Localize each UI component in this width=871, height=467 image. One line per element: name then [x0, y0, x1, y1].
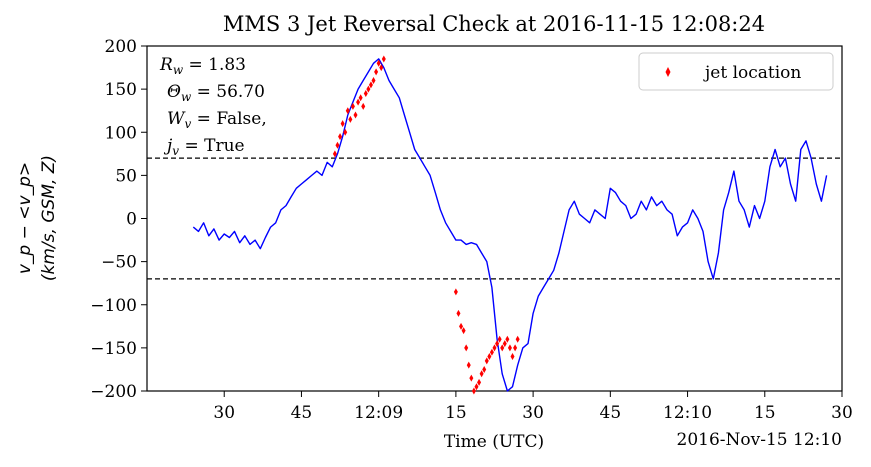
jet-marker	[371, 77, 376, 84]
jet-marker	[505, 335, 510, 343]
legend: jet location	[638, 52, 834, 91]
chart-title: MMS 3 Jet Reversal Check at 2016-11-15 1…	[223, 12, 765, 36]
x-tick-label: 30	[213, 403, 235, 423]
jet-marker	[381, 55, 386, 63]
jet-marker	[502, 340, 507, 348]
jet-marker	[484, 357, 489, 365]
jet-marker	[345, 107, 350, 115]
x-tick-label: 30	[831, 403, 853, 423]
annotation-theta: Θw = 56.70	[167, 82, 265, 104]
jet-marker	[482, 365, 487, 373]
y-tick-label: 200	[105, 37, 137, 57]
y-tick-label: 50	[115, 166, 137, 186]
y-tick-label: 100	[105, 123, 137, 143]
jet-marker	[489, 348, 494, 356]
y-tick-label: −100	[90, 296, 137, 316]
jet-location-markers	[332, 55, 520, 395]
legend-jet-marker	[665, 67, 671, 77]
annotation-rw: Rw = 1.83	[159, 55, 246, 77]
y-axis-label: v_p − <v_p> (km/s, GSM, Z)	[15, 155, 59, 281]
jet-marker	[477, 378, 482, 386]
jet-marker	[497, 335, 502, 343]
jet-marker	[366, 85, 371, 93]
jet-marker	[500, 344, 505, 352]
x-axis: 30 45 12:09 15 30 45 12:10 15 30	[213, 391, 853, 423]
jet-marker	[513, 344, 518, 352]
x-tick-label: 15	[445, 403, 467, 423]
legend-box	[638, 52, 834, 91]
jet-marker	[456, 309, 461, 317]
jet-marker	[471, 387, 476, 395]
x-tick-label: 12:09	[354, 403, 403, 423]
threshold-lines	[147, 157, 842, 280]
jet-marker	[464, 344, 469, 352]
jet-marker	[507, 344, 512, 352]
jet-marker	[335, 141, 340, 149]
jet-marker	[515, 335, 520, 343]
legend-label: jet location	[703, 63, 801, 83]
jet-marker	[376, 59, 381, 67]
jet-marker	[461, 327, 466, 335]
jet-marker	[379, 64, 384, 72]
jet-marker	[487, 353, 492, 360]
y-tick-label: −50	[101, 253, 137, 273]
annotation-jv: jv = True	[163, 136, 245, 158]
jet-marker	[361, 102, 366, 110]
jet-marker	[466, 361, 471, 369]
jet-marker	[348, 115, 353, 123]
y-axis-label-line2: (km/s, GSM, Z)	[39, 155, 59, 281]
jet-marker	[495, 340, 500, 348]
y-tick-label: 150	[105, 80, 137, 100]
jet-marker	[453, 288, 458, 296]
jet-marker	[338, 133, 343, 141]
jet-marker	[363, 89, 368, 97]
stats-annotation: Rw = 1.83 Θw = 56.70 Wv = False, jv = Tr…	[159, 55, 267, 158]
x-axis-offset-label: 2016-Nov-15 12:10	[677, 430, 843, 450]
y-axis-label-line1: v_p − <v_p>	[15, 162, 35, 274]
jet-marker	[492, 344, 497, 352]
series-line	[192, 58, 828, 392]
jet-marker	[332, 150, 337, 158]
x-tick-label: 15	[754, 403, 776, 423]
jet-marker	[469, 374, 474, 382]
x-tick-label: 45	[600, 403, 622, 423]
jet-marker	[340, 120, 345, 128]
jet-marker	[374, 68, 379, 76]
y-axis: −200 −150 −100 −50 0 50 100 150 200	[90, 37, 147, 402]
jet-marker	[353, 111, 358, 119]
jet-marker	[358, 94, 363, 102]
annotation-wv: Wv = False,	[167, 109, 267, 131]
jet-marker	[368, 81, 373, 89]
y-tick-label: −150	[90, 339, 137, 359]
velocity-series	[192, 58, 828, 392]
jet-marker	[343, 128, 348, 136]
x-tick-label: 45	[291, 403, 313, 423]
jet-marker	[479, 370, 484, 378]
jet-marker	[356, 98, 361, 106]
x-tick-label: 12:10	[663, 403, 712, 423]
jet-marker	[350, 102, 355, 110]
jet-marker	[459, 322, 464, 330]
jet-marker	[474, 383, 479, 391]
x-axis-label: Time (UTC)	[444, 432, 544, 452]
y-tick-label: −200	[90, 382, 137, 402]
x-tick-label: 30	[522, 403, 544, 423]
y-tick-label: 0	[126, 210, 137, 230]
jet-marker	[510, 353, 515, 360]
